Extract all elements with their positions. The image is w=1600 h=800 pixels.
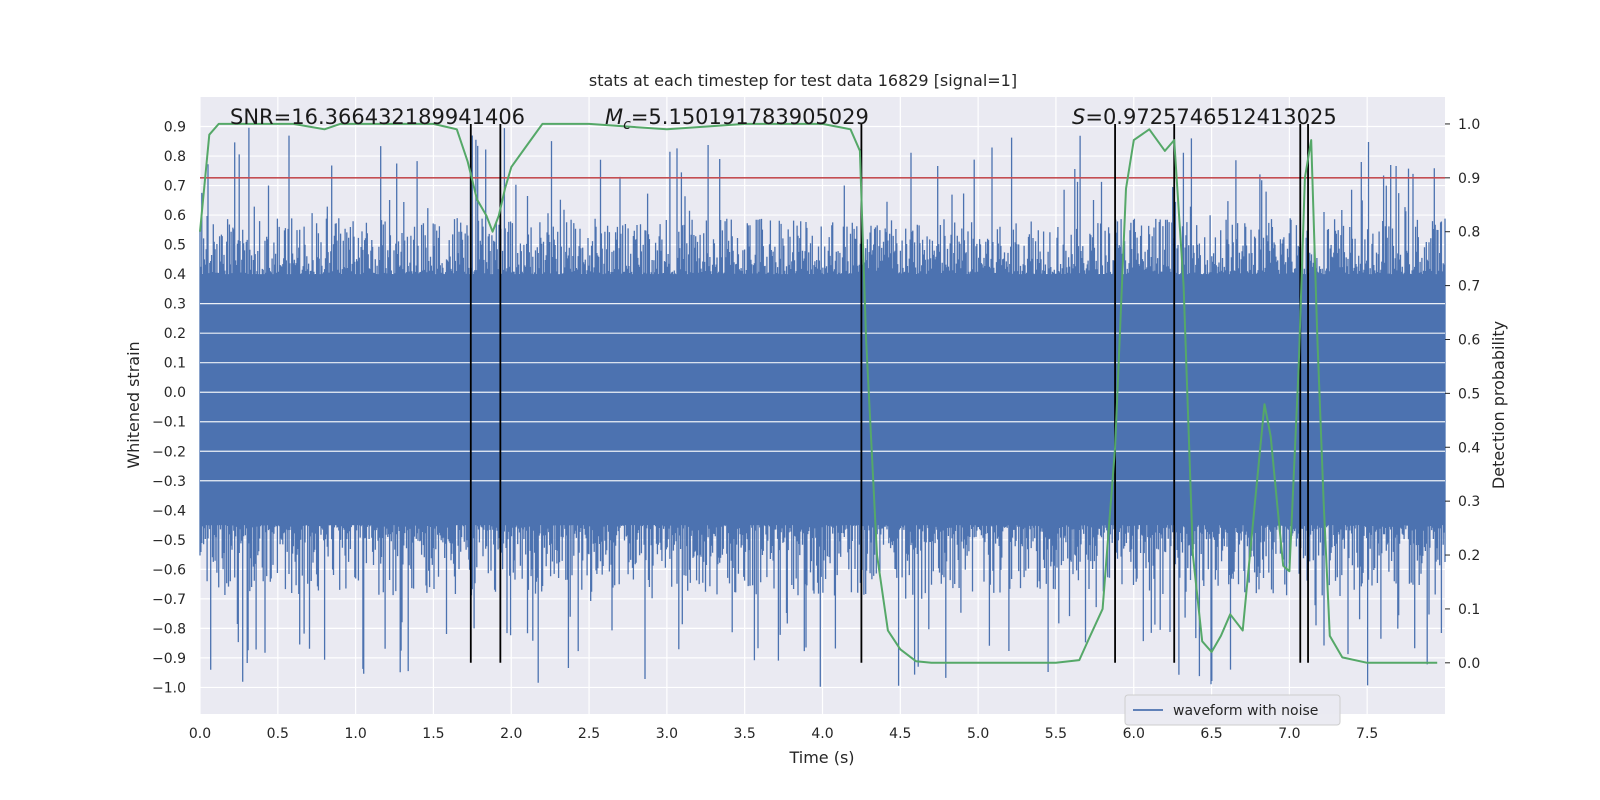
chirp-mass-subscript: c [623,117,631,133]
y-left-axis-ticks: 0.9 0.8 0.7 0.6 0.5 0.4 0.3 0.2 0.1 0.0 −0.1 −0.2 −0… [152,120,186,697]
x-tick-label: 1.0 [344,726,366,742]
x-axis-ticks: 0.0 0.5 1.0 1.5 2.0 2.5 3.0 3.5 4.0 4.5 5.0 5.5 6.0 6… [189,726,1378,742]
y-left-tick-label: 0.8 [164,149,186,165]
s-value: =0.9725746512413025 [1085,105,1336,129]
y-left-tick-label: 0.3 [164,297,186,313]
legend: waveform with noise [1124,694,1341,726]
y-left-tick-label: 0.9 [164,120,186,136]
y-right-tick-label: 0.5 [1458,386,1480,402]
legend-box [1124,694,1341,726]
y-left-tick-label: −0.1 [152,415,186,431]
y-right-tick-label: 0.1 [1458,602,1480,618]
x-tick-label: 3.5 [734,726,756,742]
y-left-tick-label: 0.7 [164,179,186,195]
vertical-markers [469,123,1309,663]
y-right-tick-label: 0.7 [1458,279,1480,295]
chirp-mass-symbol: M [605,105,623,129]
y-left-tick-label: 0.6 [164,208,186,224]
x-tick-label: 2.0 [500,726,522,742]
chart-title: stats at each timestep for test data 168… [589,71,1017,90]
y-right-tick-label: 0.6 [1458,332,1480,348]
annotations: SNR=16.366432189941406 Mc=5.150191783905… [230,105,1337,133]
x-tick-label: 7.0 [1278,726,1300,742]
y-right-axis-ticks: 1.0 0.9 0.8 0.7 0.6 0.5 0.4 0.3 0.2 0.1 0.0 [1445,117,1480,672]
x-tick-label: 0.0 [189,726,211,742]
x-axis-label: Time (s) [788,748,854,767]
y-left-tick-label: 0.0 [164,385,186,401]
y-right-tick-label: 1.0 [1458,117,1480,133]
y-left-tick-label: −0.9 [152,651,186,667]
x-tick-label: 6.0 [1123,726,1145,742]
x-tick-label: 2.5 [578,726,600,742]
y-left-tick-label: −0.5 [152,533,186,549]
y-left-tick-label: 0.1 [164,356,186,372]
x-tick-label: 4.5 [889,726,911,742]
x-tick-label: 7.5 [1356,726,1378,742]
x-tick-label: 5.0 [967,726,989,742]
y-right-tick-label: 0.3 [1458,494,1480,510]
x-tick-label: 0.5 [267,726,289,742]
y-left-tick-label: −0.6 [152,562,186,578]
x-tick-label: 5.5 [1045,726,1067,742]
y-left-tick-label: −0.3 [152,474,186,490]
snr-annotation: SNR=16.366432189941406 [230,105,525,129]
detection-probability-layer [199,122,1438,664]
detection-probability-line [199,122,1438,664]
y-right-tick-label: 0.9 [1458,171,1480,187]
x-tick-label: 3.0 [656,726,678,742]
y-left-tick-label: 0.4 [164,267,186,283]
y-right-tick-label: 0.4 [1458,440,1480,456]
y-right-tick-label: 0.2 [1458,548,1480,564]
y-right-tick-label: 0.0 [1458,656,1480,672]
x-tick-label: 4.0 [811,726,833,742]
y-left-tick-label: 0.5 [164,238,186,254]
y-left-tick-label: 0.2 [164,326,186,342]
y-left-tick-label: −0.7 [152,592,186,608]
y-right-axis-label: Detection probability [1489,321,1508,489]
s-symbol: S [1072,105,1085,129]
y-right-tick-label: 0.8 [1458,225,1480,241]
y-left-tick-label: −0.8 [152,621,186,637]
y-left-tick-label: −0.4 [152,503,186,519]
legend-label-waveform: waveform with noise [1173,703,1318,719]
x-tick-label: 6.5 [1200,726,1222,742]
x-tick-label: 1.5 [422,726,444,742]
y-left-tick-label: −0.2 [152,444,186,460]
chirp-mass-value: =5.150191783905029 [631,105,869,129]
s-annotation: S=0.9725746512413025 [1072,105,1337,129]
y-left-axis-label: Whitened strain [124,341,143,468]
y-left-tick-label: −1.0 [152,680,186,696]
waveform-series [199,127,1446,687]
chirp-mass-annotation: Mc=5.150191783905029 [605,105,869,133]
